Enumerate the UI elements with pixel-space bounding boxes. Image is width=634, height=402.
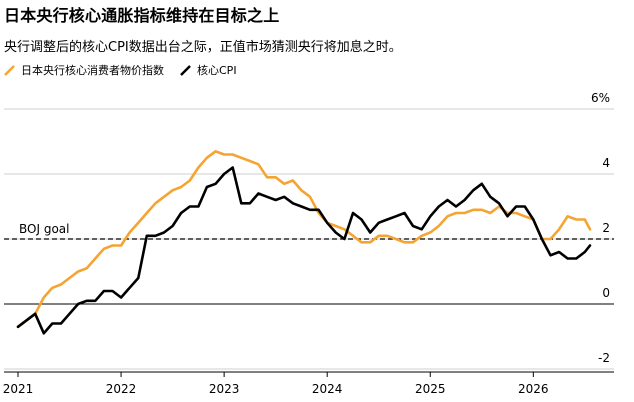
y-tick-label: 4 (602, 156, 610, 170)
x-tick-label: 2021 (3, 382, 34, 396)
y-tick-label: 6% (591, 91, 610, 105)
legend-label-boj-core-cpi: 日本央行核心消费者物价指数 (21, 64, 164, 77)
x-tick-label: 2024 (312, 382, 343, 396)
x-tick-label: 2023 (209, 382, 240, 396)
legend-item-boj-core-cpi: 日本央行核心消费者物价指数 (4, 62, 164, 78)
series-line-boj-core-cpi (16, 150, 592, 329)
x-tick-label: 2025 (415, 382, 446, 396)
legend-item-core-cpi: 核心CPI (180, 62, 237, 78)
legend-label-core-cpi: 核心CPI (197, 64, 237, 77)
y-tick-label: -2 (598, 351, 610, 365)
x-tick-label: 2022 (106, 382, 137, 396)
chart-subtitle: 央行调整后的核心CPI数据出台之际，正值市场猜测央行将加息之时。 (4, 40, 402, 55)
y-tick-label: 2 (602, 221, 610, 235)
y-tick-label: 0 (602, 286, 610, 300)
x-tick-label: 2026 (518, 382, 549, 396)
chart-title: 日本央行核心通胀指标维持在目标之上 (4, 6, 280, 25)
series-line-core-cpi (16, 166, 592, 335)
legend-line-boj-core-cpi (4, 64, 15, 76)
legend-swatch-core-cpi (180, 64, 191, 76)
chart-legend: 日本央行核心消费者物价指数 核心CPI (4, 62, 253, 78)
legend-swatch-boj-core-cpi (4, 64, 15, 76)
boj-goal-label: BOJ goal (19, 222, 69, 236)
legend-line-core-cpi (180, 64, 191, 76)
